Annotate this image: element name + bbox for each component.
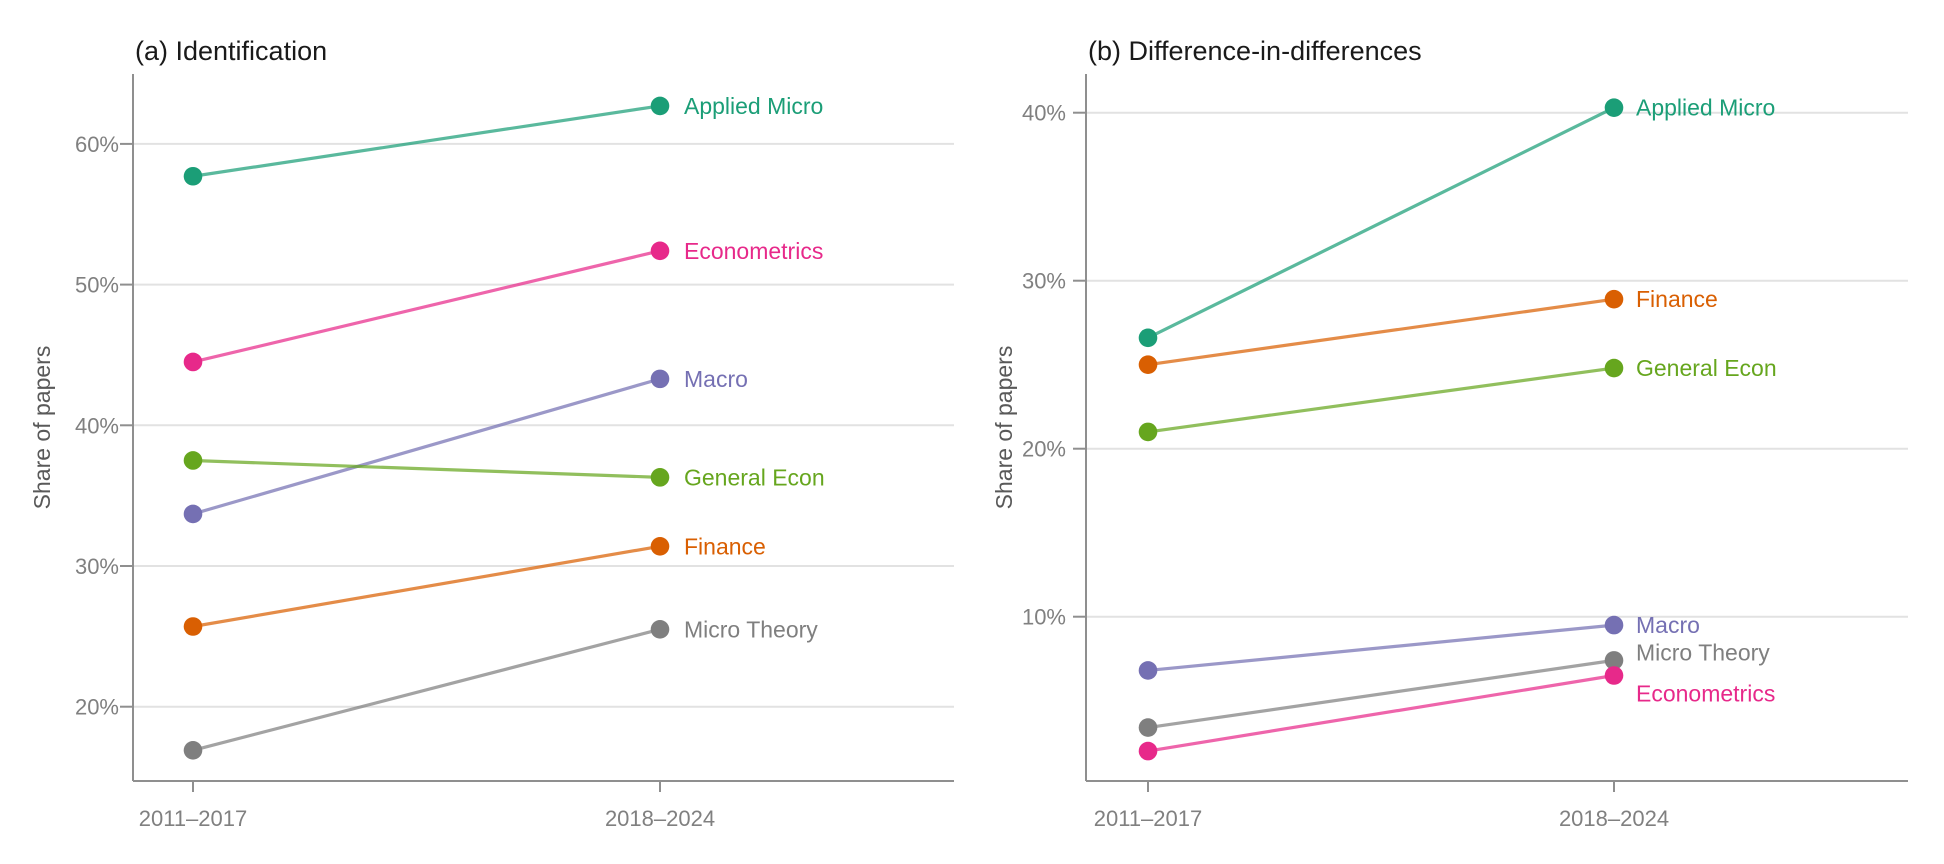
data-point-general-econ-end <box>650 468 670 487</box>
series-line-micro-theory <box>1147 658 1615 730</box>
series-econometrics: Econometrics <box>183 238 823 372</box>
panel-a: 20% 30% 40% 50% 60% 2011–2017 2018–2024 (a) Ide… <box>29 36 954 831</box>
series-general-econ: General Econ <box>183 451 825 490</box>
data-point-applied-micro-end <box>650 96 670 116</box>
series-micro-theory: Micro Theory <box>1138 639 1770 737</box>
series-label-applied-micro: Applied Micro <box>684 93 823 119</box>
y-tick-label: 30% <box>1022 269 1066 294</box>
series-label-micro-theory: Micro Theory <box>1636 639 1770 665</box>
series-line-finance <box>1147 297 1615 367</box>
x-tick-label: 2011–2017 <box>1094 806 1203 831</box>
y-tick-label: 20% <box>1022 437 1066 462</box>
series-macro: Macro <box>1138 612 1700 680</box>
series-line-general-econ <box>192 458 661 479</box>
series-label-econometrics: Econometrics <box>1636 681 1775 707</box>
series-line-econometrics <box>192 249 661 364</box>
data-point-micro-theory-start <box>1138 718 1158 737</box>
series-label-general-econ: General Econ <box>684 464 825 490</box>
data-point-finance-end <box>650 537 670 556</box>
panel-title: (b) Difference-in-differences <box>1088 36 1422 66</box>
data-point-macro-start <box>1138 661 1158 680</box>
series-label-finance: Finance <box>1636 286 1718 312</box>
series-label-macro: Macro <box>684 366 748 392</box>
data-point-micro-theory-end <box>1604 651 1624 670</box>
data-point-econometrics-end <box>1604 666 1624 685</box>
data-point-general-econ-start <box>1138 422 1158 442</box>
series-line-micro-theory <box>192 627 661 752</box>
data-point-applied-micro-start <box>1138 328 1158 348</box>
series-line-econometrics <box>1147 673 1615 753</box>
series-line-macro <box>192 377 661 516</box>
data-point-finance-start <box>1138 355 1158 375</box>
y-tick-label: 20% <box>75 695 119 720</box>
series-micro-theory: Micro Theory <box>183 616 818 760</box>
data-point-micro-theory-start <box>183 741 203 760</box>
data-point-econometrics-start <box>183 352 203 372</box>
y-tick-label: 10% <box>1022 605 1066 630</box>
series-line-finance <box>192 544 661 629</box>
x-tick-label: 2018–2024 <box>605 806 715 831</box>
panel-title: (a) Identification <box>135 36 327 66</box>
series-label-general-econ: General Econ <box>1636 355 1777 381</box>
x-tick-label: 2011–2017 <box>139 806 248 831</box>
series-econometrics: Econometrics <box>1138 666 1775 761</box>
series-line-general-econ <box>1147 366 1615 434</box>
panel-b: 10% 20% 30% 40% 2011–2017 2018–2024 (b) Differ… <box>991 36 1908 831</box>
series-label-macro: Macro <box>1636 612 1700 638</box>
series-applied-micro: Applied Micro <box>183 93 823 186</box>
series-label-micro-theory: Micro Theory <box>684 616 818 642</box>
series-line-macro <box>1147 623 1615 673</box>
data-point-micro-theory-end <box>650 620 670 639</box>
y-tick-label: 30% <box>75 554 119 579</box>
data-point-econometrics-end <box>650 241 670 261</box>
y-tick-label: 50% <box>75 273 119 298</box>
data-point-applied-micro-start <box>183 166 203 186</box>
series-applied-micro: Applied Micro <box>1138 95 1775 348</box>
y-tick-label: 40% <box>75 413 119 438</box>
x-tick-label: 2018–2024 <box>1559 806 1669 831</box>
y-axis-title: Share of papers <box>991 346 1017 510</box>
y-axis-title: Share of papers <box>29 346 55 510</box>
data-point-macro-start <box>183 504 203 524</box>
data-point-general-econ-end <box>1604 358 1624 378</box>
series-finance: Finance <box>1138 286 1718 375</box>
y-tick-label: 40% <box>1022 101 1066 126</box>
data-point-econometrics-start <box>1138 741 1158 761</box>
series-label-econometrics: Econometrics <box>684 238 823 264</box>
data-point-finance-start <box>183 617 203 636</box>
y-tick-label: 60% <box>75 132 119 157</box>
series-label-finance: Finance <box>684 533 766 559</box>
series-general-econ: General Econ <box>1138 355 1777 442</box>
data-point-macro-end <box>1604 615 1624 635</box>
series-macro: Macro <box>183 366 748 524</box>
series-line-applied-micro <box>1147 106 1615 340</box>
data-point-applied-micro-end <box>1604 98 1624 117</box>
series-finance: Finance <box>183 533 766 636</box>
data-point-macro-end <box>650 369 670 389</box>
series-line-applied-micro <box>192 104 661 178</box>
series-label-applied-micro: Applied Micro <box>1636 95 1775 121</box>
data-point-finance-end <box>1604 289 1624 309</box>
data-point-general-econ-start <box>183 451 203 470</box>
